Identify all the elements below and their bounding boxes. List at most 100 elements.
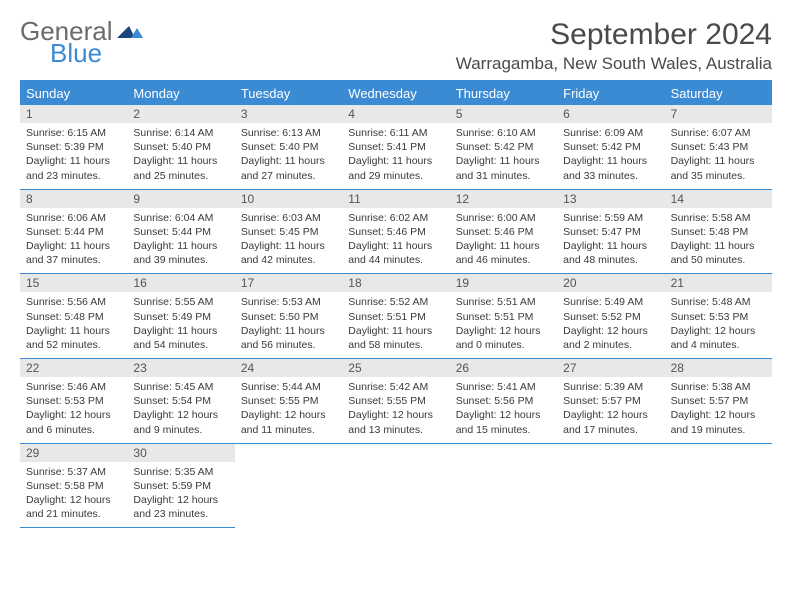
calendar-cell: 15Sunrise: 5:56 AMSunset: 5:48 PMDayligh…: [20, 274, 127, 359]
daylight-line: Daylight: 12 hours and 13 minutes.: [348, 408, 443, 436]
day-number: 16: [127, 274, 234, 292]
sunset-line: Sunset: 5:53 PM: [671, 310, 766, 324]
sunrise-line: Sunrise: 6:11 AM: [348, 126, 443, 140]
day-number: 14: [665, 190, 772, 208]
day-details: Sunrise: 6:09 AMSunset: 5:42 PMDaylight:…: [557, 123, 664, 189]
weekday-header: Saturday: [665, 82, 772, 105]
day-number: 10: [235, 190, 342, 208]
weekday-header: Tuesday: [235, 82, 342, 105]
sunset-line: Sunset: 5:51 PM: [348, 310, 443, 324]
sunrise-line: Sunrise: 5:59 AM: [563, 211, 658, 225]
daylight-line: Daylight: 12 hours and 17 minutes.: [563, 408, 658, 436]
calendar-cell: 23Sunrise: 5:45 AMSunset: 5:54 PMDayligh…: [127, 359, 234, 444]
day-number: 13: [557, 190, 664, 208]
day-number: 5: [450, 105, 557, 123]
day-number: 1: [20, 105, 127, 123]
daylight-line: Daylight: 12 hours and 19 minutes.: [671, 408, 766, 436]
daylight-line: Daylight: 11 hours and 54 minutes.: [133, 324, 228, 352]
sunset-line: Sunset: 5:42 PM: [563, 140, 658, 154]
sunset-line: Sunset: 5:44 PM: [133, 225, 228, 239]
day-number: 19: [450, 274, 557, 292]
calendar-cell: 14Sunrise: 5:58 AMSunset: 5:48 PMDayligh…: [665, 190, 772, 275]
sunset-line: Sunset: 5:47 PM: [563, 225, 658, 239]
day-details: Sunrise: 5:49 AMSunset: 5:52 PMDaylight:…: [557, 292, 664, 358]
calendar-cell: 16Sunrise: 5:55 AMSunset: 5:49 PMDayligh…: [127, 274, 234, 359]
day-number: 30: [127, 444, 234, 462]
day-number: 8: [20, 190, 127, 208]
day-details: Sunrise: 5:48 AMSunset: 5:53 PMDaylight:…: [665, 292, 772, 358]
logo: General Blue: [20, 18, 143, 66]
weekday-header: Wednesday: [342, 82, 449, 105]
calendar-cell: 5Sunrise: 6:10 AMSunset: 5:42 PMDaylight…: [450, 105, 557, 190]
sunrise-line: Sunrise: 5:53 AM: [241, 295, 336, 309]
calendar-cell: 24Sunrise: 5:44 AMSunset: 5:55 PMDayligh…: [235, 359, 342, 444]
day-details: Sunrise: 5:37 AMSunset: 5:58 PMDaylight:…: [20, 462, 127, 528]
title-block: September 2024 Warragamba, New South Wal…: [456, 18, 772, 74]
sunset-line: Sunset: 5:40 PM: [133, 140, 228, 154]
day-details: Sunrise: 6:14 AMSunset: 5:40 PMDaylight:…: [127, 123, 234, 189]
day-number: 17: [235, 274, 342, 292]
day-number: 4: [342, 105, 449, 123]
day-details: Sunrise: 6:04 AMSunset: 5:44 PMDaylight:…: [127, 208, 234, 274]
sunset-line: Sunset: 5:53 PM: [26, 394, 121, 408]
calendar-cell: 8Sunrise: 6:06 AMSunset: 5:44 PMDaylight…: [20, 190, 127, 275]
day-number: 25: [342, 359, 449, 377]
location: Warragamba, New South Wales, Australia: [456, 54, 772, 74]
weekday-header: Thursday: [450, 82, 557, 105]
daylight-line: Daylight: 11 hours and 27 minutes.: [241, 154, 336, 182]
sunrise-line: Sunrise: 6:15 AM: [26, 126, 121, 140]
day-details: Sunrise: 5:51 AMSunset: 5:51 PMDaylight:…: [450, 292, 557, 358]
daylight-line: Daylight: 12 hours and 11 minutes.: [241, 408, 336, 436]
sunset-line: Sunset: 5:59 PM: [133, 479, 228, 493]
calendar-cell-empty: [557, 444, 664, 529]
daylight-line: Daylight: 11 hours and 46 minutes.: [456, 239, 551, 267]
sunset-line: Sunset: 5:50 PM: [241, 310, 336, 324]
sunrise-line: Sunrise: 6:09 AM: [563, 126, 658, 140]
day-details: Sunrise: 6:15 AMSunset: 5:39 PMDaylight:…: [20, 123, 127, 189]
day-details: Sunrise: 6:03 AMSunset: 5:45 PMDaylight:…: [235, 208, 342, 274]
day-details: Sunrise: 5:58 AMSunset: 5:48 PMDaylight:…: [665, 208, 772, 274]
daylight-line: Daylight: 11 hours and 39 minutes.: [133, 239, 228, 267]
sunrise-line: Sunrise: 6:13 AM: [241, 126, 336, 140]
sunrise-line: Sunrise: 5:41 AM: [456, 380, 551, 394]
daylight-line: Daylight: 11 hours and 44 minutes.: [348, 239, 443, 267]
day-number: 29: [20, 444, 127, 462]
sunrise-line: Sunrise: 6:02 AM: [348, 211, 443, 225]
calendar-cell-empty: [342, 444, 449, 529]
calendar-cell: 10Sunrise: 6:03 AMSunset: 5:45 PMDayligh…: [235, 190, 342, 275]
sunrise-line: Sunrise: 5:46 AM: [26, 380, 121, 394]
sunrise-line: Sunrise: 6:03 AM: [241, 211, 336, 225]
day-number: 3: [235, 105, 342, 123]
sunset-line: Sunset: 5:46 PM: [348, 225, 443, 239]
calendar-cell: 2Sunrise: 6:14 AMSunset: 5:40 PMDaylight…: [127, 105, 234, 190]
header: General Blue September 2024 Warragamba, …: [20, 18, 772, 74]
calendar-cell: 22Sunrise: 5:46 AMSunset: 5:53 PMDayligh…: [20, 359, 127, 444]
day-number: 6: [557, 105, 664, 123]
sunrise-line: Sunrise: 5:38 AM: [671, 380, 766, 394]
weekday-header: Friday: [557, 82, 664, 105]
sunset-line: Sunset: 5:55 PM: [241, 394, 336, 408]
sunset-line: Sunset: 5:57 PM: [563, 394, 658, 408]
calendar-cell: 26Sunrise: 5:41 AMSunset: 5:56 PMDayligh…: [450, 359, 557, 444]
daylight-line: Daylight: 11 hours and 37 minutes.: [26, 239, 121, 267]
day-details: Sunrise: 5:39 AMSunset: 5:57 PMDaylight:…: [557, 377, 664, 443]
calendar-cell-empty: [450, 444, 557, 529]
daylight-line: Daylight: 12 hours and 9 minutes.: [133, 408, 228, 436]
calendar-cell-empty: [665, 444, 772, 529]
sunset-line: Sunset: 5:44 PM: [26, 225, 121, 239]
daylight-line: Daylight: 11 hours and 50 minutes.: [671, 239, 766, 267]
sunrise-line: Sunrise: 5:58 AM: [671, 211, 766, 225]
calendar-cell: 20Sunrise: 5:49 AMSunset: 5:52 PMDayligh…: [557, 274, 664, 359]
calendar-cell: 12Sunrise: 6:00 AMSunset: 5:46 PMDayligh…: [450, 190, 557, 275]
daylight-line: Daylight: 11 hours and 35 minutes.: [671, 154, 766, 182]
calendar-cell: 6Sunrise: 6:09 AMSunset: 5:42 PMDaylight…: [557, 105, 664, 190]
sunrise-line: Sunrise: 5:42 AM: [348, 380, 443, 394]
day-details: Sunrise: 5:42 AMSunset: 5:55 PMDaylight:…: [342, 377, 449, 443]
daylight-line: Daylight: 11 hours and 56 minutes.: [241, 324, 336, 352]
sunrise-line: Sunrise: 5:39 AM: [563, 380, 658, 394]
day-number: 9: [127, 190, 234, 208]
sunrise-line: Sunrise: 6:04 AM: [133, 211, 228, 225]
sunrise-line: Sunrise: 6:00 AM: [456, 211, 551, 225]
day-details: Sunrise: 6:06 AMSunset: 5:44 PMDaylight:…: [20, 208, 127, 274]
daylight-line: Daylight: 11 hours and 23 minutes.: [26, 154, 121, 182]
